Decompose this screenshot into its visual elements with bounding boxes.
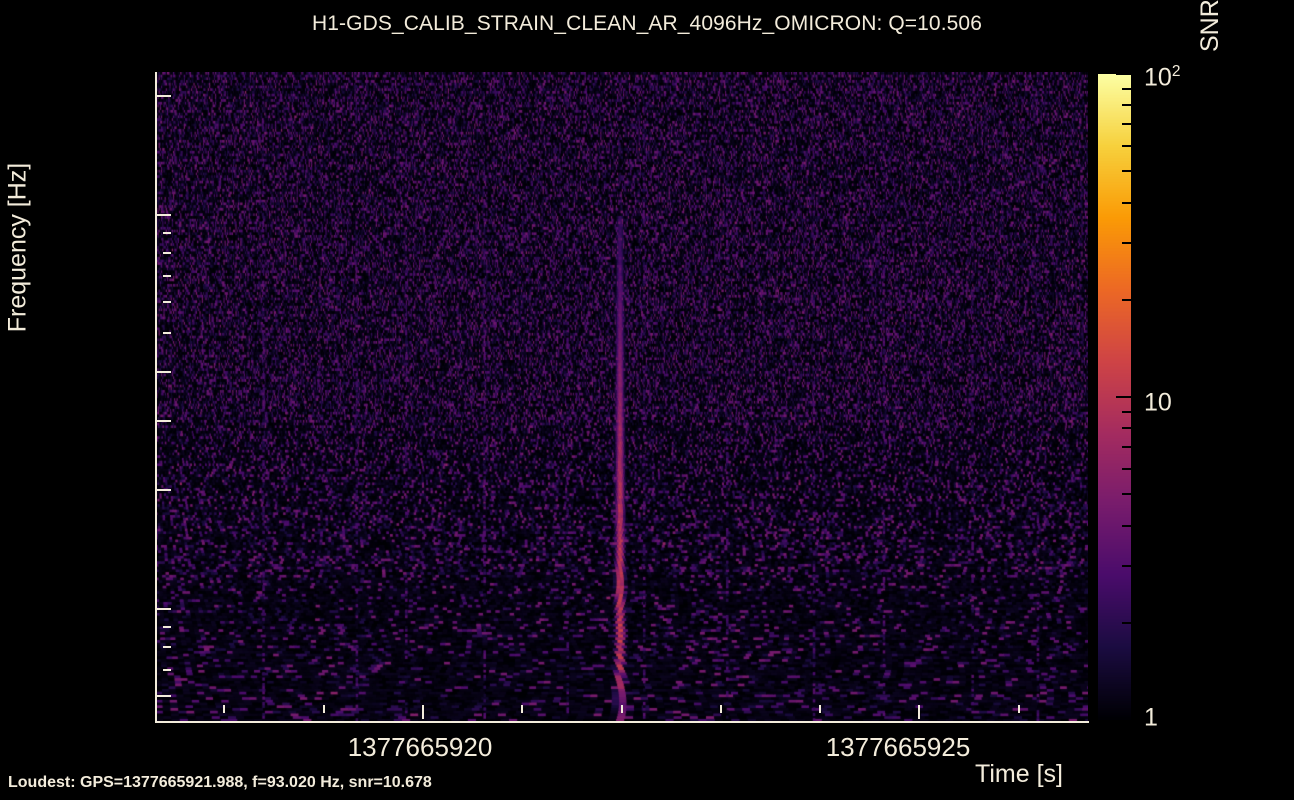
y-tick: [163, 231, 171, 234]
spectrogram-canvas: [155, 72, 1088, 721]
y-tick: [157, 213, 171, 216]
y-tick: [163, 646, 171, 649]
colorbar-tick: [1122, 241, 1131, 244]
colorbar-tick: [1116, 396, 1131, 398]
spectrogram-plot-area: [155, 72, 1088, 721]
colorbar-tick: [1122, 144, 1131, 147]
y-axis-line: [155, 72, 157, 722]
x-tick: [521, 705, 524, 713]
x-tick: [620, 705, 623, 713]
colorbar-tick: [1122, 427, 1131, 430]
colorbar-tick: [1122, 524, 1131, 527]
x-tick: [918, 705, 921, 719]
colorbar-tick: [1122, 564, 1131, 567]
colorbar-tick: [1122, 410, 1131, 413]
x-tick: [819, 705, 821, 713]
colorbar-tick: [1122, 170, 1131, 173]
x-tick: [1017, 705, 1020, 713]
y-tick: [157, 94, 171, 97]
colorbar-tick: [1122, 201, 1131, 204]
x-axis-line: [155, 721, 1089, 723]
x-tick: [223, 705, 226, 713]
y-tick: [163, 301, 171, 304]
colorbar-tick: [1122, 467, 1131, 470]
colorbar-tick: [1122, 446, 1131, 449]
y-tick: [157, 489, 171, 492]
colorbar-tick: [1122, 493, 1131, 496]
x-axis-title: Time [s]: [975, 760, 1063, 788]
colorbar-tick: [1116, 73, 1131, 75]
y-tick: [157, 695, 171, 698]
x-tick: [421, 705, 424, 719]
x-ticklabel-1377665920: 1377665920: [347, 732, 493, 762]
y-axis-labels: 103 4×102 3×102 2×102 102 60 Frequency […: [0, 0, 155, 800]
loudest-event-annotation: Loudest: GPS=1377665921.988, f=93.020 Hz…: [8, 774, 432, 791]
colorbar-tick: [1122, 104, 1131, 107]
y-tick: [157, 370, 171, 373]
x-tick: [322, 705, 325, 713]
colorbar-ticklabel-1: 1: [1144, 703, 1158, 732]
colorbar-title: SNR: [1196, 0, 1224, 52]
y-tick: [163, 251, 171, 254]
colorbar-tick: [1122, 298, 1131, 301]
colorbar-tick: [1122, 123, 1131, 126]
y-tick: [163, 274, 171, 277]
y-tick: [157, 419, 171, 422]
colorbar-ticklabel-100: 102: [1144, 63, 1181, 92]
y-tick: [163, 626, 171, 629]
page-title: H1-GDS_CALIB_STRAIN_CLEAN_AR_4096Hz_OMIC…: [312, 12, 982, 35]
x-tick: [719, 705, 722, 713]
x-ticklabel-1377665925: 1377665925: [825, 732, 971, 762]
colorbar-tick: [1122, 87, 1131, 90]
colorbar-ticks: [1098, 73, 1131, 720]
y-axis-title: Frequency [Hz]: [3, 162, 32, 333]
colorbar-tick: [1122, 621, 1131, 624]
y-tick: [157, 608, 171, 610]
y-tick: [163, 669, 171, 672]
y-tick: [163, 332, 171, 335]
colorbar-ticklabel-10: 10: [1144, 388, 1172, 417]
